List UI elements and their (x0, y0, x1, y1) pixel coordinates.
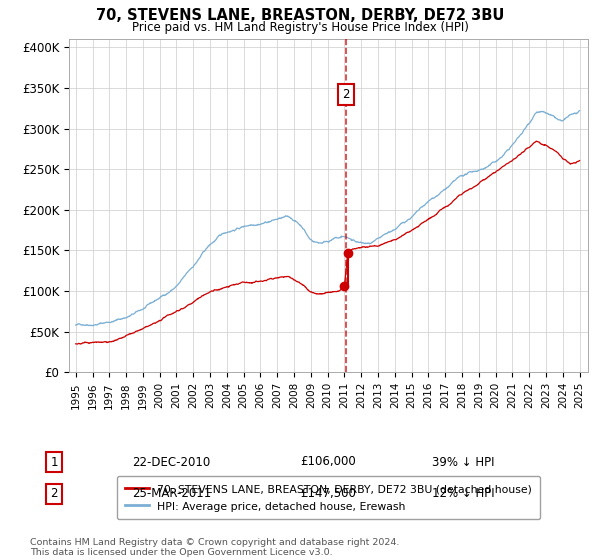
Legend: 70, STEVENS LANE, BREASTON, DERBY, DE72 3BU (detached house), HPI: Average price: 70, STEVENS LANE, BREASTON, DERBY, DE72 … (117, 476, 540, 519)
Text: 1: 1 (50, 455, 58, 469)
Text: 2: 2 (343, 88, 350, 101)
Text: 2: 2 (50, 487, 58, 501)
Text: £106,000: £106,000 (300, 455, 356, 469)
Text: Contains HM Land Registry data © Crown copyright and database right 2024.
This d: Contains HM Land Registry data © Crown c… (30, 538, 400, 557)
Text: 25-MAR-2011: 25-MAR-2011 (132, 487, 211, 501)
Text: 70, STEVENS LANE, BREASTON, DERBY, DE72 3BU: 70, STEVENS LANE, BREASTON, DERBY, DE72 … (96, 8, 504, 24)
Text: £147,500: £147,500 (300, 487, 356, 501)
Text: 12% ↓ HPI: 12% ↓ HPI (432, 487, 494, 501)
Text: 22-DEC-2010: 22-DEC-2010 (132, 455, 210, 469)
Text: 39% ↓ HPI: 39% ↓ HPI (432, 455, 494, 469)
Text: Price paid vs. HM Land Registry's House Price Index (HPI): Price paid vs. HM Land Registry's House … (131, 21, 469, 34)
